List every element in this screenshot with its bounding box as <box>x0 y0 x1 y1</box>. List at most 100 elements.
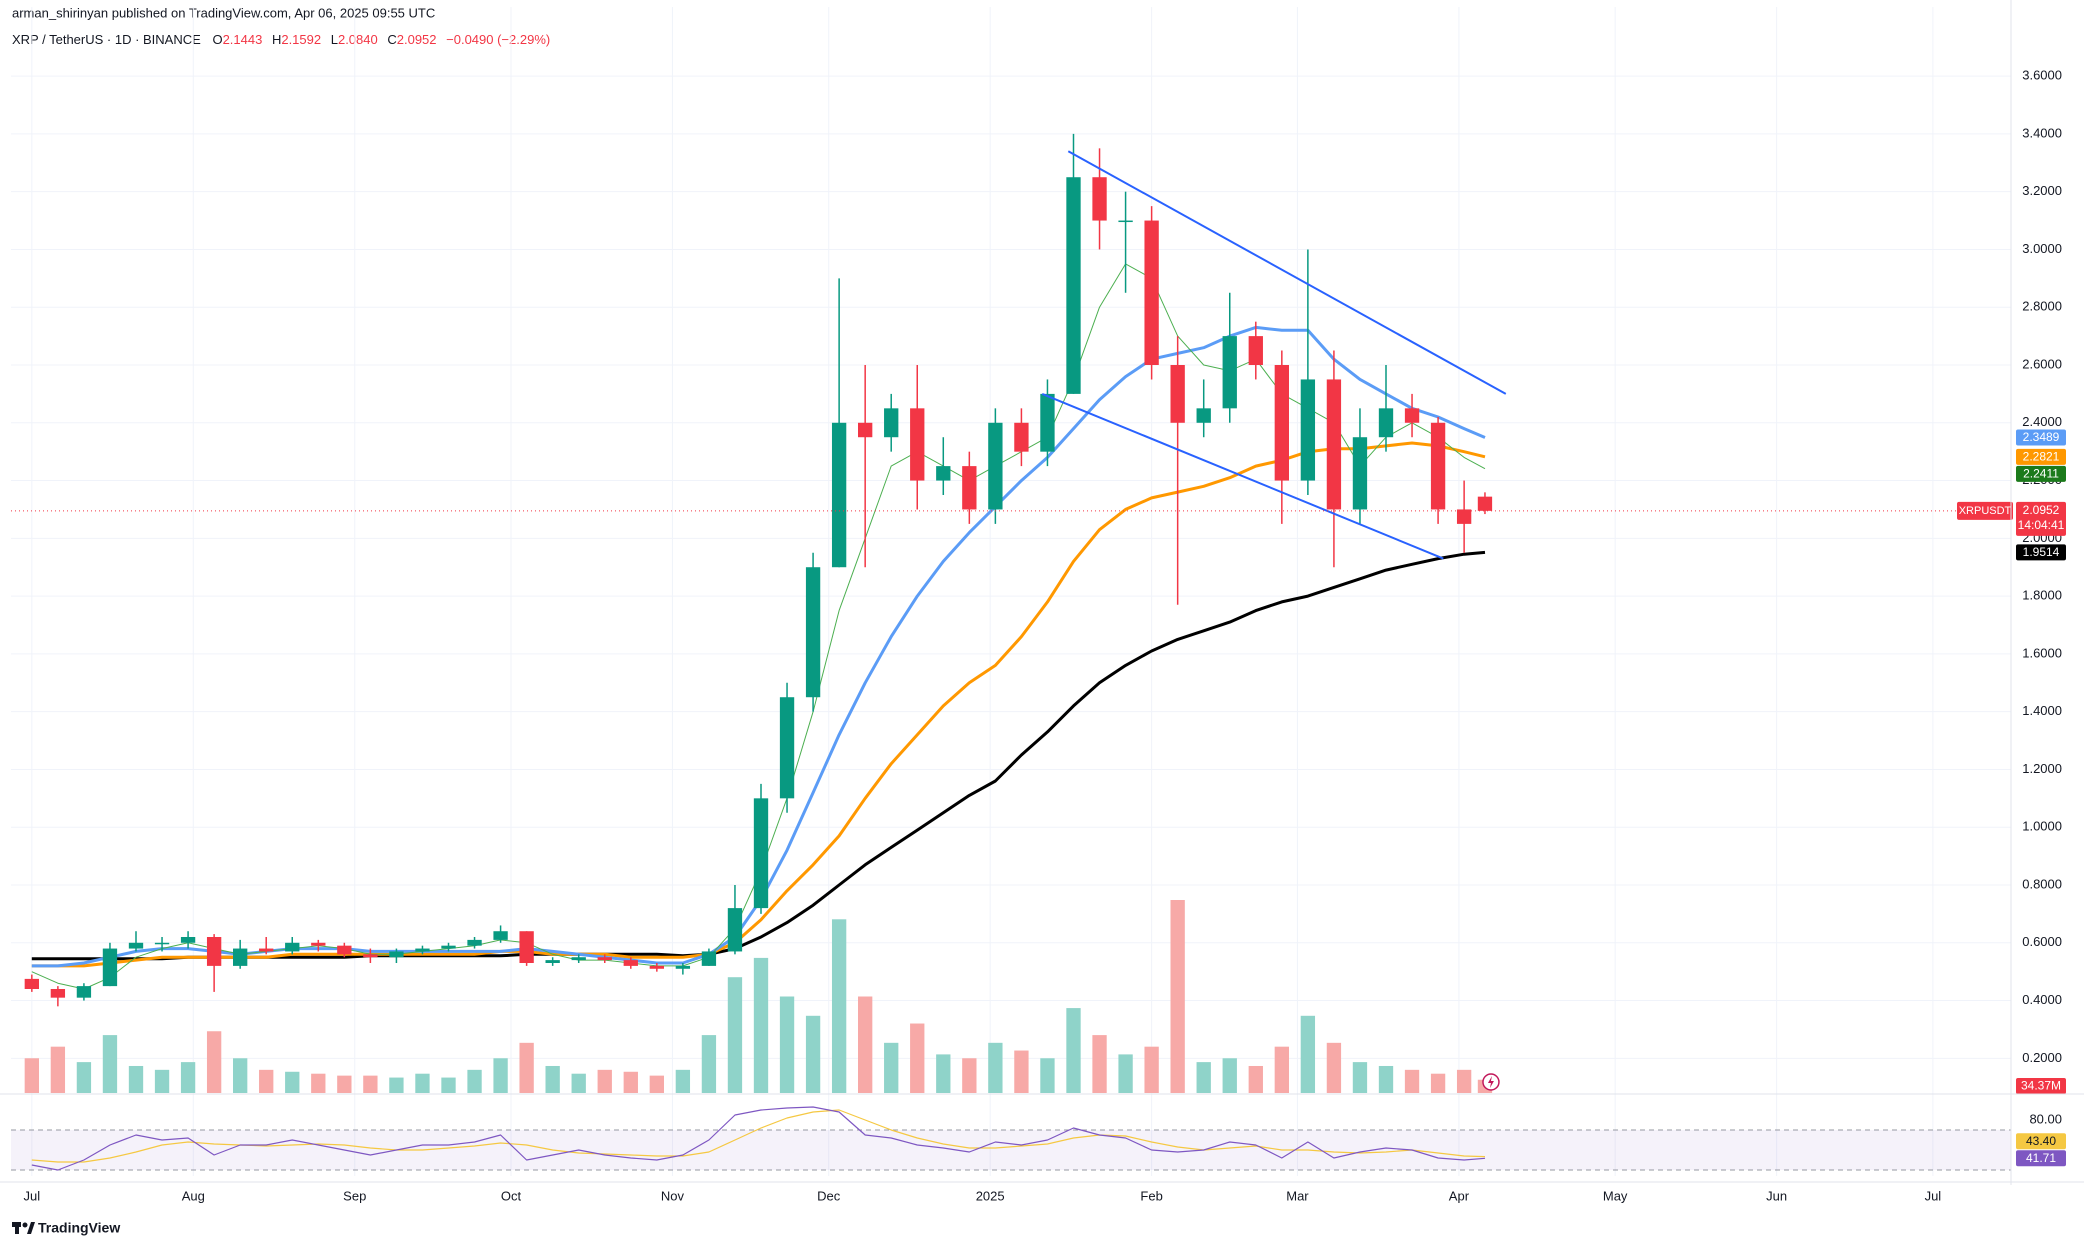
volume-bar <box>1274 1046 1289 1093</box>
candle-body <box>389 951 404 958</box>
candle-body <box>441 945 456 949</box>
volume-bar <box>519 1042 534 1093</box>
volume-bar <box>623 1071 638 1093</box>
volume-bar <box>24 1058 39 1093</box>
x-tick-label: Aug <box>182 1188 205 1203</box>
x-tick-label: Sep <box>343 1188 366 1203</box>
last-price-label: 2.0952 <box>2023 503 2060 517</box>
x-tick-label: Jul <box>24 1188 41 1203</box>
y-tick-label: 1.0000 <box>2022 819 2062 834</box>
low-key: L <box>331 32 338 47</box>
price-tag <box>2016 544 2066 561</box>
candle-body <box>962 466 977 510</box>
y-tick-label: 0.4000 <box>2022 992 2062 1007</box>
candle-body <box>1477 496 1493 511</box>
volume-bar <box>988 1042 1003 1093</box>
candle-body <box>1222 336 1237 409</box>
price-tag-label: 1.9514 <box>2023 545 2060 559</box>
y-tick-label: 1.6000 <box>2022 645 2062 660</box>
trendline <box>1067 150 1507 395</box>
candle-body <box>363 954 378 958</box>
candle-body <box>649 965 664 969</box>
candle-body <box>1092 177 1107 221</box>
candle-body <box>285 942 300 952</box>
candle-body <box>831 422 847 568</box>
y-tick-label: 1.4000 <box>2022 703 2062 718</box>
candle-body <box>727 908 743 952</box>
candle-body <box>753 798 769 909</box>
volume-bar <box>910 1023 925 1093</box>
volume-bar <box>649 1075 664 1093</box>
candle-body <box>805 567 821 698</box>
volume-bar <box>76 1062 92 1093</box>
volume-bar <box>884 1042 899 1093</box>
open-key: O <box>212 32 222 47</box>
volume-bar <box>363 1075 378 1093</box>
candle-body <box>259 948 274 952</box>
candle-body <box>1014 422 1029 452</box>
volume-bar <box>180 1062 196 1093</box>
price-tag <box>2016 465 2066 482</box>
volume-bar <box>259 1069 274 1093</box>
volume-bar <box>154 1069 170 1093</box>
volume-bar <box>415 1073 430 1093</box>
x-tick-label: Jun <box>1766 1188 1787 1203</box>
y-tick-label: 1.2000 <box>2022 761 2062 776</box>
price-tag-label: 2.2411 <box>2023 467 2059 481</box>
volume-bar <box>701 1035 717 1093</box>
logo: TradingView <box>12 1220 120 1236</box>
volume-bar <box>1430 1073 1446 1093</box>
price-tag-label: 2.2821 <box>2023 450 2060 464</box>
volume-bar <box>441 1077 456 1093</box>
y-tick-label: 2.4000 <box>2022 414 2062 429</box>
logo-shape <box>27 1222 35 1234</box>
volume-bar <box>545 1065 560 1093</box>
price-tag <box>2016 429 2066 446</box>
volume-bar <box>1014 1050 1029 1093</box>
low-value: 2.0840 <box>338 32 378 47</box>
x-tick-label: 2025 <box>976 1188 1005 1203</box>
rsi-band <box>11 1130 2011 1170</box>
x-tick-label: Nov <box>661 1188 685 1203</box>
volume-bar <box>1326 1042 1342 1093</box>
byline: arman_shirinyan published on TradingView… <box>12 5 435 20</box>
volume-bar <box>1404 1069 1420 1093</box>
candle-body <box>102 948 118 987</box>
volume-bar <box>1144 1046 1159 1093</box>
y-tick-label: 3.6000 <box>2022 68 2062 83</box>
candle-body <box>50 989 66 998</box>
symbol-tag-label: XRPUSDT <box>1959 505 2012 517</box>
symbol-tag <box>1957 501 2013 520</box>
volume-bar <box>1118 1054 1133 1093</box>
candle-body <box>206 937 222 966</box>
symbol: XRP / TetherUS · 1D · BINANCE <box>12 32 201 47</box>
volume-bar <box>727 977 743 1093</box>
candle-body <box>597 957 612 961</box>
candle-body <box>467 939 482 946</box>
volume-bar <box>389 1077 404 1093</box>
grid-layer: 0.2000 0.4000 0.6000 0.8000 1.0000 1.2000 1.40… <box>11 7 2062 1203</box>
volume-bar <box>467 1069 482 1093</box>
legend: XRP / TetherUS · 1D · BINANCE O2.1443 H2… <box>12 32 550 47</box>
price-tag <box>2016 448 2066 465</box>
x-tick-label: Jul <box>1925 1188 1942 1203</box>
candle-body <box>128 942 144 949</box>
volume-bar <box>831 919 847 1093</box>
candle-body <box>910 408 925 481</box>
volume-bar <box>753 957 769 1093</box>
trendline <box>1041 392 1444 560</box>
candle-body <box>571 957 586 961</box>
candle-body <box>1352 437 1368 510</box>
footer-logo-text: TradingView <box>38 1220 120 1236</box>
y-tick-label: 0.6000 <box>2022 934 2062 949</box>
volume-bar <box>128 1065 144 1093</box>
x-tick-label: Dec <box>817 1188 841 1203</box>
candle-body <box>1118 220 1133 223</box>
logo-shape <box>22 1222 28 1228</box>
volume-bar <box>50 1046 66 1093</box>
candle-body <box>1300 379 1316 481</box>
close-key: C <box>387 32 396 47</box>
countdown-label: 14:04:41 <box>2018 518 2065 532</box>
